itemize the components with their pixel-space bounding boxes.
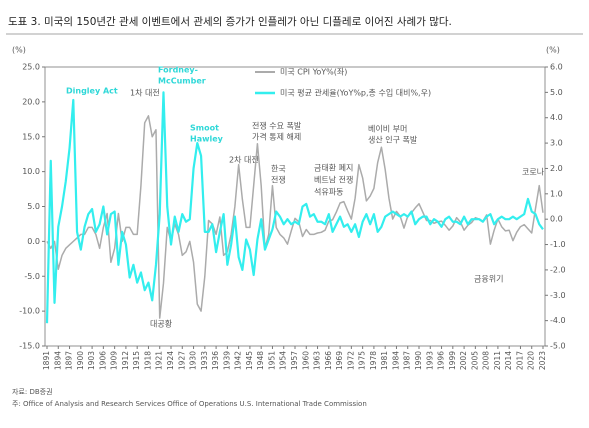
x-tick-label: 1903: [87, 351, 96, 370]
x-tick-label: 1912: [121, 351, 130, 370]
y2-tick-label: 2.0: [550, 164, 563, 173]
y-tick-label: 15.0: [22, 132, 40, 141]
annotation: McCumber: [158, 77, 206, 86]
x-tick-label: 1951: [267, 351, 276, 370]
x-tick-label: 2017: [515, 351, 524, 370]
x-tick-label: 1960: [301, 351, 310, 370]
y2-tick-label: -3.0: [550, 291, 566, 300]
x-tick-label: 1909: [110, 351, 119, 370]
x-tick-label: 1969: [335, 351, 344, 370]
x-tick-label: 1954: [279, 351, 288, 370]
y2-unit: (%): [546, 46, 560, 55]
y2-tick-label: 0.0: [550, 215, 563, 224]
x-tick-label: 1939: [222, 351, 231, 370]
x-tick-label: 1933: [200, 351, 209, 370]
x-tick-label: 1897: [65, 351, 74, 370]
y-tick-label: 25.0: [22, 63, 40, 72]
x-tick-label: 1996: [437, 351, 446, 370]
y2-tick-label: -1.0: [550, 240, 566, 249]
x-tick-label: 2005: [470, 351, 479, 370]
x-tick-label: 1948: [256, 351, 265, 370]
annotation: 1차 대전: [130, 88, 160, 98]
annotation: 대공황: [150, 319, 173, 329]
annotation: 가격 통제 해제: [252, 132, 301, 142]
x-tick-label: 2011: [493, 351, 502, 370]
x-tick-label: 1915: [132, 351, 141, 370]
y2-tick-label: 6.0: [550, 63, 563, 72]
annotation: 2차 대전: [229, 155, 259, 165]
x-tick-label: 1930: [189, 351, 198, 370]
x-tick-label: 2014: [504, 351, 513, 370]
x-tick-label: 1981: [380, 351, 389, 370]
legend-label: 미국 평균 관세율(YoY%p,총 수입 대비%,우): [280, 88, 431, 98]
y2-tick-label: -4.0: [550, 316, 566, 325]
x-tick-label: 1978: [369, 351, 378, 370]
x-tick-label: 1924: [166, 351, 175, 370]
x-tick-label: 1918: [143, 351, 152, 370]
y2-tick-label: 1.0: [550, 189, 563, 198]
x-tick-label: 1990: [414, 351, 423, 370]
x-tick-label: 1999: [448, 351, 457, 370]
annotation: Fordney-: [158, 66, 198, 75]
x-tick-label: 1984: [391, 351, 400, 370]
source: 자료: DB증권: [12, 387, 53, 396]
x-tick-label: 1975: [358, 351, 367, 370]
x-tick-label: 2020: [527, 351, 536, 370]
annotation: Smoot: [190, 124, 219, 133]
annotation: 금융위기: [474, 275, 503, 284]
x-tick-label: 1993: [425, 351, 434, 370]
chart-title: 도표 3. 미국의 150년간 관세 이벤트에서 관세의 증가가 인플레가 아닌…: [8, 16, 452, 28]
x-tick-label: 1957: [290, 351, 299, 370]
annotation: 베트남 전쟁: [314, 175, 353, 185]
x-tick-label: 1987: [403, 351, 412, 370]
x-tick-label: 1906: [98, 351, 107, 370]
y-tick-label: 0.0: [27, 237, 40, 246]
series-line: [45, 91, 544, 324]
y-tick-label: -15.0: [19, 342, 40, 351]
x-tick-label: 1891: [42, 351, 51, 370]
annotation: Hawley: [190, 135, 224, 144]
annotation: 석유파동: [314, 187, 343, 197]
x-tick-label: 1894: [53, 351, 62, 370]
x-tick-label: 1942: [234, 351, 243, 370]
x-tick-label: 1945: [245, 351, 254, 370]
x-tick-label: 1921: [155, 351, 164, 370]
annotation: Dingley Act: [66, 87, 118, 96]
y-tick-label: -5.0: [24, 272, 40, 281]
annotation: 금태환 폐지: [314, 163, 353, 173]
x-tick-label: 2023: [538, 351, 547, 370]
y-tick-label: -10.0: [19, 307, 40, 316]
x-tick-label: 1963: [313, 351, 322, 370]
annotation: 코로나: [522, 168, 545, 177]
y2-tick-label: -2.0: [550, 265, 566, 274]
y-tick-label: 5.0: [27, 202, 40, 211]
legend-label: 미국 CPI YoY%(좌): [280, 68, 347, 77]
y2-tick-label: 3.0: [550, 139, 563, 148]
y2-tick-label: 5.0: [550, 88, 563, 97]
x-tick-label: 2002: [459, 351, 468, 370]
annotation: 전쟁 수요 폭발: [252, 121, 302, 131]
y2-tick-label: -5.0: [550, 342, 566, 351]
y-tick-label: 20.0: [22, 97, 40, 106]
annotation: 베이비 부머: [368, 124, 407, 134]
note: 주: Office of Analysis and Research Servi…: [12, 400, 367, 408]
x-tick-label: 1927: [177, 351, 186, 370]
annotation: 한국: [271, 165, 286, 174]
y2-tick-label: 4.0: [550, 113, 563, 122]
x-tick-label: 1936: [211, 351, 220, 370]
plot-frame: [44, 66, 546, 347]
annotation: 생산 인구 폭발: [368, 135, 418, 145]
annotation: 전쟁: [271, 175, 286, 185]
y-tick-label: 10.0: [22, 167, 40, 176]
x-tick-label: 2008: [482, 351, 491, 370]
x-tick-label: 1972: [346, 351, 355, 370]
x-tick-label: 1900: [76, 351, 85, 370]
series-line: [46, 115, 544, 319]
y-unit: (%): [12, 46, 26, 55]
x-tick-label: 1966: [324, 351, 333, 370]
